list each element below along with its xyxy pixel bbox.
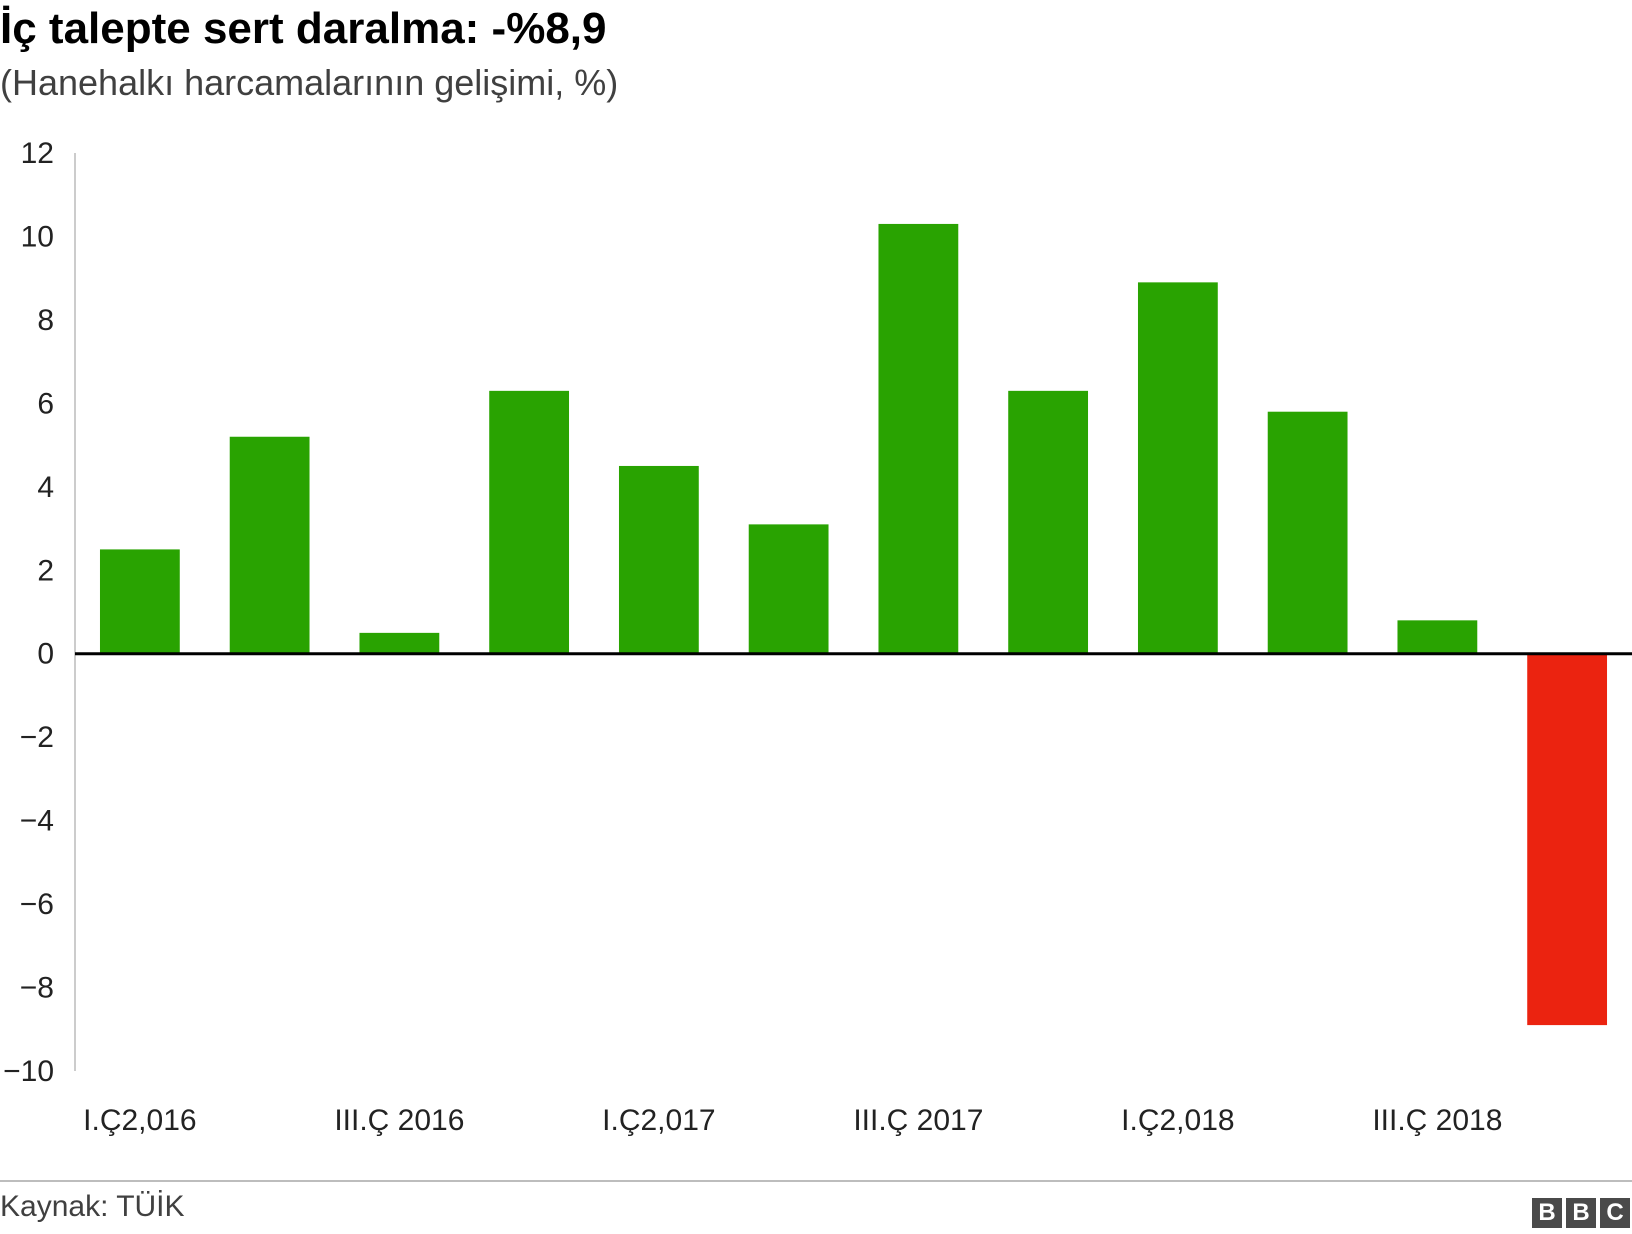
x-tick-label: III.Ç 2016: [334, 1104, 464, 1137]
bbc-logo-letter: C: [1600, 1198, 1630, 1228]
y-tick-label: 4: [37, 471, 54, 504]
bar: [1267, 411, 1348, 654]
source-note: Kaynak: TÜİK: [0, 1190, 185, 1223]
bar: [1008, 390, 1089, 654]
x-tick-label: III.Ç 2018: [1372, 1104, 1502, 1137]
bar: [489, 390, 570, 654]
chart-title: İç talepte sert daralma: -%8,9: [0, 4, 607, 53]
bbc-logo-letter: B: [1566, 1198, 1596, 1228]
y-tick-label: −4: [20, 805, 54, 838]
bar: [1527, 653, 1608, 1026]
bar: [229, 436, 310, 654]
bars: [75, 223, 1632, 1026]
y-axis: 12 10 8 6 4 2 0 −2 −4 −6 −8 −10: [3, 137, 76, 1088]
bar: [878, 223, 959, 654]
x-axis: I.Ç2,016 III.Ç 2016 I.Ç2,017 III.Ç 2017 I.Ç2…: [83, 1104, 1502, 1137]
bbc-logo: B B C: [1532, 1198, 1630, 1228]
x-tick-label: I.Ç2,017: [602, 1104, 715, 1137]
bar: [1137, 282, 1218, 654]
x-tick-label: III.Ç 2017: [853, 1104, 983, 1137]
bar: [359, 632, 440, 654]
y-tick-label: 8: [37, 304, 54, 337]
footer-divider: [0, 1180, 1632, 1182]
bar: [99, 549, 180, 654]
y-tick-label: 0: [37, 638, 54, 671]
y-tick-label: −2: [20, 721, 54, 754]
x-tick-label: I.Ç2,016: [83, 1104, 196, 1137]
y-tick-label: −10: [3, 1055, 54, 1088]
y-tick-label: −6: [20, 888, 54, 921]
y-tick-label: 12: [21, 137, 54, 170]
bar: [1397, 620, 1478, 654]
y-tick-label: 2: [37, 554, 54, 587]
x-tick-label: I.Ç2,018: [1121, 1104, 1234, 1137]
bbc-logo-letter: B: [1532, 1198, 1562, 1228]
chart-subtitle: (Hanehalkı harcamalarının gelişimi, %): [0, 62, 619, 103]
bar: [748, 524, 829, 654]
y-tick-label: 6: [37, 387, 54, 420]
y-tick-label: −8: [20, 972, 54, 1005]
bar: [618, 465, 699, 654]
y-tick-label: 10: [21, 220, 54, 253]
